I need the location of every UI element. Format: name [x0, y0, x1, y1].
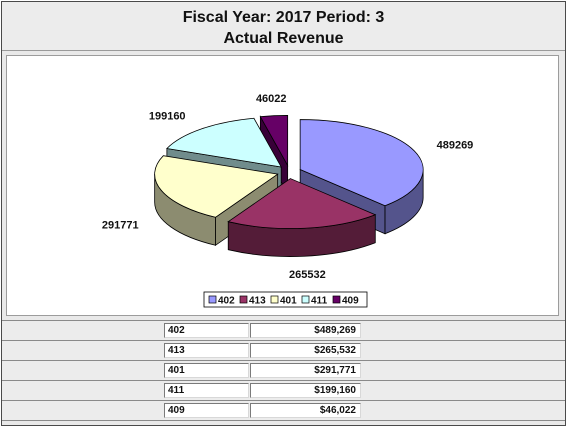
legend-label: 401	[280, 296, 297, 307]
account-cell: 402	[164, 323, 249, 338]
account-cell: 409	[164, 403, 249, 418]
legend-label: 413	[249, 296, 266, 307]
revenue-table: 402 $489,269 413 $265,532 401 $291,771 4…	[2, 320, 565, 421]
table-row: 401 $291,771	[2, 360, 565, 380]
data-label-401: 291771	[102, 219, 139, 231]
slice-top	[227, 178, 377, 229]
data-label-411: 199160	[149, 110, 186, 122]
data-label-409: 46022	[256, 93, 287, 105]
legend-label: 409	[342, 296, 359, 307]
table-row: 402 $489,269	[2, 320, 565, 340]
table-row: 413 $265,532	[2, 340, 565, 360]
legend-swatch	[332, 295, 341, 304]
legend-swatch	[301, 295, 310, 304]
table-row: 411 $199,160	[2, 380, 565, 400]
data-labels: 489269 265532 291771 199160 46022	[102, 93, 473, 281]
chart-legend: 402 413 401 411 409	[203, 291, 368, 308]
legend-swatch	[270, 295, 279, 304]
revenue-pie-chart: 489269 265532 291771 199160 46022 402 413 401 41…	[102, 93, 473, 308]
account-cell: 413	[164, 343, 249, 358]
legend-item-413: 413	[239, 295, 266, 307]
legend-swatch	[208, 295, 217, 304]
table-row: 409 $46,022	[2, 400, 565, 421]
legend-item-409: 409	[332, 295, 359, 307]
fiscal-period-title: Fiscal Year: 2017 Period: 3	[182, 9, 385, 26]
legend-item-411: 411	[301, 295, 328, 307]
amount-cell: $489,269	[250, 323, 361, 338]
report-title: Actual Revenue	[223, 30, 344, 47]
report-header: Fiscal Year: 2017 Period: 3 Actual Reven…	[2, 2, 565, 51]
data-label-402: 489269	[437, 139, 474, 151]
amount-cell: $265,532	[250, 343, 361, 358]
account-cell: 401	[164, 363, 249, 378]
legend-label: 411	[311, 296, 328, 307]
amount-cell: $199,160	[250, 383, 361, 398]
legend-label: 402	[218, 296, 235, 307]
slice-top	[154, 155, 279, 218]
amount-cell: $291,771	[250, 363, 361, 378]
slice-top	[299, 119, 424, 207]
chart-panel: 489269 265532 291771 199160 46022 402 413 401 41…	[6, 55, 559, 316]
pie-slice-413	[227, 178, 377, 257]
legend-swatch	[239, 295, 248, 304]
account-cell: 411	[164, 383, 249, 398]
slice-top	[259, 115, 289, 167]
slice-top	[166, 117, 282, 168]
legend-item-402: 402	[208, 295, 235, 307]
amount-cell: $46,022	[250, 403, 361, 418]
pie-slices	[154, 115, 424, 257]
legend-item-401: 401	[270, 295, 297, 307]
data-label-413: 265532	[289, 269, 326, 281]
